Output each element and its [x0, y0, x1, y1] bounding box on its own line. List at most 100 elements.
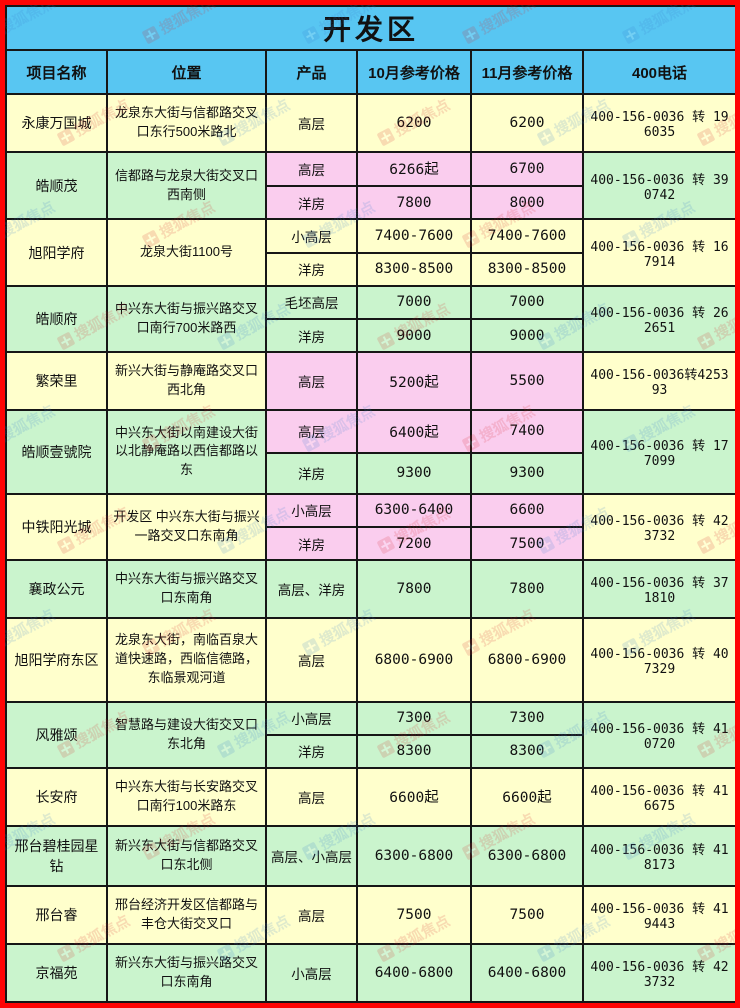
- product-cell: 洋房: [265, 185, 358, 221]
- table-row: 襄政公元 中兴东大街与振兴路交叉口东南角 高层、洋房 7800 7800 400-156-…: [5, 559, 735, 619]
- phone-cell: 400-156-0036 转 371810: [581, 559, 735, 619]
- column-header-project-name: 项目名称: [5, 49, 108, 95]
- table-row: 皓顺府 中兴东大街与振兴路交叉口南行700米路西 毛坯高层 7000 7000 400-1…: [5, 284, 735, 354]
- product-cell: 高层、洋房: [265, 559, 358, 619]
- price-oct-cell: 6200: [356, 93, 472, 153]
- price-oct-cell: 6300-6800: [356, 824, 472, 888]
- product-cell: 高层: [265, 616, 358, 703]
- price-oct-cell: 7800: [356, 185, 472, 221]
- product-cell: 小高层: [265, 492, 358, 528]
- phone-cell: 400-156-0036 转 167914: [581, 218, 735, 287]
- price-nov-cell: 7500: [470, 525, 584, 562]
- table-row: 京福苑 新兴东大街与振兴路交叉口东南角 小高层 6400-6800 6400-6800 4…: [5, 943, 735, 1003]
- price-oct-cell: 8300: [356, 733, 472, 769]
- table-row: 洋房 9300 9300: [6, 451, 735, 495]
- location-cell: 新兴大街与静庵路交叉口西北角: [106, 351, 267, 411]
- table-row: 洋房 8300 8300: [6, 733, 735, 769]
- column-header-product: 产品: [265, 49, 358, 95]
- phone-cell: 400-156-0036 转 419443: [581, 885, 735, 946]
- column-header-nov-price: 11月参考价格: [470, 49, 584, 95]
- table-row: 永康万国城 龙泉东大街与信都路交叉口东行500米路北 高层 6200 6200 400-1…: [5, 93, 735, 153]
- phone-cell: 400-156-0036 转 177099: [581, 408, 735, 495]
- price-oct-cell: 6800-6900: [356, 616, 472, 703]
- price-oct-cell: 6266起: [356, 150, 472, 188]
- project-name-cell: 京福苑: [5, 943, 108, 1003]
- project-name-cell: 旭阳学府: [5, 218, 108, 287]
- title-row: 开发区: [5, 5, 735, 51]
- product-cell: 洋房: [265, 318, 358, 354]
- location-cell: 中兴东大街以南建设大街以北静庵路以西信都路以东: [106, 408, 267, 495]
- price-nov-cell: 6200: [470, 93, 584, 153]
- phone-cell: 400-156-0036 转 423732: [581, 492, 735, 562]
- product-cell: 洋房: [265, 451, 358, 495]
- phone-cell: 400-156-0036 转 262651: [581, 284, 735, 354]
- table-row: 繁荣里 新兴大街与静庵路交叉口西北角 高层 5200起 5500 400-156-0036…: [5, 351, 735, 411]
- column-header-row: 项目名称 位置 产品 10月参考价格 11月参考价格 400电话: [5, 49, 735, 95]
- product-cell: 高层: [265, 408, 358, 454]
- price-oct-cell: 7300: [356, 700, 472, 736]
- table-row: 邢台睿 邢台经济开发区信都路与丰仓大街交叉口 高层 7500 7500 400-156-0…: [5, 885, 735, 946]
- project-name-cell: 襄政公元: [5, 559, 108, 619]
- location-cell: 邢台经济开发区信都路与丰仓大街交叉口: [106, 885, 267, 946]
- product-cell: 洋房: [265, 525, 358, 562]
- table-row: 皓顺茂 信都路与龙泉大街交叉口西南侧 高层 6266起 6700 400-156-0036…: [5, 150, 735, 221]
- price-nov-cell: 9000: [470, 318, 584, 354]
- price-oct-cell: 9300: [356, 451, 472, 495]
- project-name-cell: 皓顺壹號院: [5, 408, 108, 495]
- development-zone-price-table: 开发区 项目名称 位置 产品 10月参考价格 11月参考价格 400电话 永康万…: [5, 5, 735, 1003]
- product-cell: 高层: [265, 93, 358, 153]
- location-cell: 智慧路与建设大街交叉口东北角: [106, 700, 267, 769]
- location-cell: 龙泉大街1100号: [106, 218, 267, 287]
- column-header-phone: 400电话: [581, 49, 735, 95]
- price-nov-cell: 7400-7600: [470, 218, 584, 254]
- price-nov-cell: 7500: [470, 885, 584, 946]
- price-nov-cell: 6600: [470, 492, 584, 528]
- phone-cell: 400-156-0036 转 416675: [581, 766, 735, 827]
- table-row: 洋房 7800 8000: [6, 185, 735, 221]
- phone-cell: 400-156-0036 转 418173: [581, 824, 735, 888]
- table-row: 洋房 7200 7500: [6, 525, 735, 562]
- table-row: 中铁阳光城 开发区 中兴东大街与振兴一路交叉口东南角 小高层 6300-6400 660…: [5, 492, 735, 562]
- project-name-cell: 中铁阳光城: [5, 492, 108, 562]
- price-oct-cell: 7000: [356, 284, 472, 321]
- price-nov-cell: 8300: [470, 733, 584, 769]
- phone-cell: 400-156-0036 转 196035: [581, 93, 735, 153]
- location-cell: 龙泉东大街与信都路交叉口东行500米路北: [106, 93, 267, 153]
- project-name-cell: 皓顺府: [5, 284, 108, 354]
- project-name-cell: 长安府: [5, 766, 108, 827]
- table-row: 风雅颂 智慧路与建设大街交叉口东北角 小高层 7300 7300 400-156-0036…: [5, 700, 735, 769]
- price-nov-cell: 7000: [470, 284, 584, 321]
- table-row: 皓顺壹號院 中兴东大街以南建设大街以北静庵路以西信都路以东 高层 6400起 7400 4…: [5, 408, 735, 495]
- product-cell: 洋房: [265, 251, 358, 287]
- price-nov-cell: 6400-6800: [470, 943, 584, 1003]
- project-name-cell: 邢台碧桂园星钻: [5, 824, 108, 888]
- product-cell: 小高层: [265, 943, 358, 1003]
- price-oct-cell: 9000: [356, 318, 472, 354]
- table-row: 长安府 中兴东大街与长安路交叉口南行100米路东 高层 6600起 6600起 400-1…: [5, 766, 735, 827]
- price-nov-cell: 6300-6800: [470, 824, 584, 888]
- price-oct-cell: 7500: [356, 885, 472, 946]
- price-oct-cell: 7400-7600: [356, 218, 472, 254]
- price-oct-cell: 7200: [356, 525, 472, 562]
- price-nov-cell: 8000: [470, 185, 584, 221]
- price-oct-cell: 6400起: [356, 408, 472, 454]
- location-cell: 龙泉东大街，南临百泉大道快速路，西临信德路，东临景观河道: [106, 616, 267, 703]
- price-nov-cell: 7400: [470, 408, 584, 454]
- price-nov-cell: 9300: [470, 451, 584, 495]
- price-nov-cell: 6600起: [470, 766, 584, 827]
- project-name-cell: 繁荣里: [5, 351, 108, 411]
- location-cell: 中兴东大街与长安路交叉口南行100米路东: [106, 766, 267, 827]
- price-nov-cell: 6700: [470, 150, 584, 188]
- price-oct-cell: 5200起: [356, 351, 472, 411]
- location-cell: 新兴东大街与振兴路交叉口东南角: [106, 943, 267, 1003]
- price-nov-cell: 7300: [470, 700, 584, 736]
- project-name-cell: 永康万国城: [5, 93, 108, 153]
- product-cell: 小高层: [265, 218, 358, 254]
- page-title: 开发区: [5, 5, 735, 51]
- price-oct-cell: 6600起: [356, 766, 472, 827]
- price-nov-cell: 6800-6900: [470, 616, 584, 703]
- project-name-cell: 皓顺茂: [5, 150, 108, 221]
- price-nov-cell: 5500: [470, 351, 584, 411]
- product-cell: 洋房: [265, 733, 358, 769]
